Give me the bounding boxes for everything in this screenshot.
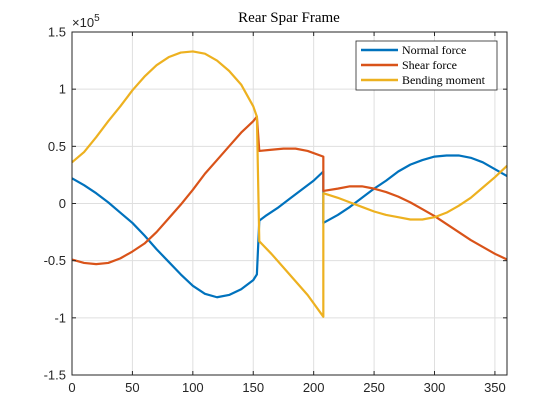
tick-labels: 0 50 100 150 200 250 300 350 -1.5 -1 -0.5 0 0.5 1 1.5 [44, 25, 506, 396]
series-layer [71, 50, 508, 318]
y-tick-label: 1 [59, 82, 66, 97]
series-line-shear-force [71, 115, 508, 266]
x-tick-label: 0 [68, 380, 75, 395]
y-tick-label: 0 [59, 196, 66, 211]
chart-title: Rear Spar Frame [238, 10, 340, 26]
x-tick-label: 300 [424, 380, 446, 395]
legend-label-normal-force: Normal force [402, 43, 466, 57]
x-tick-label: 100 [182, 380, 204, 395]
series-line-normal-force [71, 154, 508, 299]
x-tick-label: 150 [242, 380, 264, 395]
legend: Normal force Shear force Bending moment [355, 40, 498, 91]
y-tick-label: -1.5 [44, 368, 66, 383]
series-line-bending-moment [71, 50, 508, 318]
y-tick-label: -0.5 [44, 253, 66, 268]
legend-label-shear-force: Shear force [402, 58, 457, 72]
x-tick-label: 200 [303, 380, 325, 395]
y-tick-label: 0.5 [48, 139, 66, 154]
y-exponent-label: ×105 [72, 13, 100, 30]
x-tick-label: 350 [484, 380, 506, 395]
x-tick-label: 50 [125, 380, 139, 395]
ticks [71, 31, 507, 376]
y-tick-label: 1.5 [48, 25, 66, 40]
y-tick-label: -1 [54, 310, 66, 325]
legend-label-bending-moment: Bending moment [402, 73, 486, 87]
x-tick-label: 250 [363, 380, 385, 395]
